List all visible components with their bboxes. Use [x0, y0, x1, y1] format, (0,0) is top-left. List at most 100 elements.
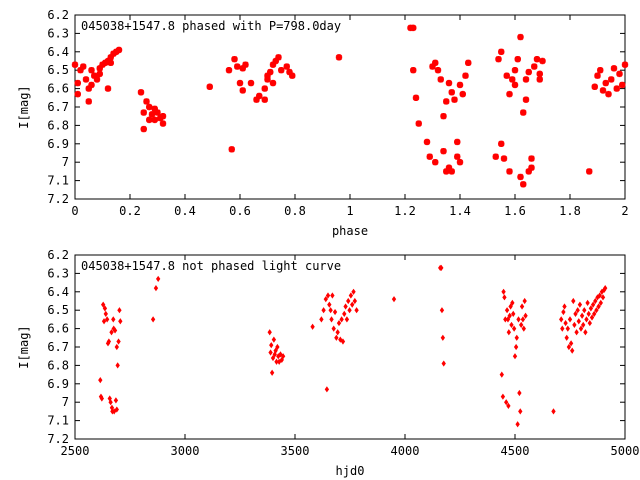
data-point	[501, 288, 506, 295]
data-point	[423, 138, 431, 146]
data-point	[159, 120, 167, 127]
data-point	[74, 90, 81, 98]
data-point	[522, 96, 530, 103]
data-point	[153, 285, 159, 292]
data-point	[465, 59, 472, 67]
data-point	[354, 307, 359, 314]
data-point	[510, 299, 515, 306]
data-point	[531, 63, 538, 70]
data-point	[148, 111, 156, 118]
data-point	[346, 297, 351, 305]
data-point	[330, 292, 335, 299]
data-point	[619, 81, 626, 89]
data-point	[154, 109, 161, 116]
x-tick-label: 5000	[611, 444, 640, 458]
data-point	[111, 408, 117, 415]
data-point	[512, 353, 518, 360]
data-point	[106, 338, 112, 345]
data-point	[273, 347, 278, 354]
data-point	[108, 399, 113, 406]
data-point	[104, 85, 112, 92]
data-point	[583, 329, 588, 336]
data-point	[577, 301, 583, 308]
data-point	[96, 65, 103, 72]
data-point	[503, 72, 510, 79]
data-point	[574, 329, 579, 336]
data-point	[331, 325, 336, 332]
data-point	[426, 153, 433, 160]
data-point	[101, 318, 107, 325]
data-point	[275, 54, 282, 61]
data-point	[236, 79, 244, 87]
data-point	[456, 159, 464, 166]
data-point	[256, 92, 263, 100]
data-point	[504, 307, 510, 314]
data-point	[523, 312, 528, 319]
data-point	[269, 61, 277, 68]
data-point	[454, 138, 461, 146]
data-point	[511, 67, 519, 74]
y-tick-label: 6.4	[47, 45, 69, 59]
y-axis-label: I[mag]	[17, 85, 31, 128]
data-point	[603, 285, 608, 292]
data-point	[437, 76, 444, 83]
data-point	[513, 343, 519, 351]
x-tick-label: 4500	[501, 444, 530, 458]
x-tick-label: 2	[621, 204, 628, 218]
y-tick-label: 6.5	[47, 303, 69, 317]
data-point	[439, 264, 444, 271]
data-point	[338, 336, 343, 343]
data-point	[143, 98, 150, 105]
data-point	[517, 389, 522, 397]
data-point	[605, 90, 612, 98]
data-point	[599, 87, 607, 94]
data-point	[289, 72, 296, 79]
data-point	[116, 338, 121, 345]
data-point	[325, 292, 331, 299]
data-point	[565, 325, 570, 332]
data-point	[563, 319, 568, 327]
data-point	[286, 68, 293, 76]
x-tick-label: 3000	[171, 444, 200, 458]
data-point	[536, 76, 543, 83]
data-point	[551, 408, 556, 415]
data-point	[103, 310, 108, 317]
data-point	[342, 310, 347, 317]
data-point	[267, 68, 274, 76]
data-point	[616, 70, 623, 78]
data-point	[581, 321, 586, 329]
data-point	[348, 292, 354, 299]
y-tick-label: 7.2	[47, 192, 69, 206]
data-point	[280, 353, 286, 360]
data-point	[410, 24, 417, 32]
data-point	[514, 55, 521, 63]
data-point	[242, 61, 249, 68]
data-point	[584, 316, 589, 323]
data-point	[115, 46, 123, 54]
data-point	[528, 164, 535, 171]
data-point	[114, 343, 119, 351]
data-point	[140, 125, 147, 133]
data-point	[151, 105, 158, 113]
data-point	[264, 72, 271, 79]
data-point	[499, 371, 504, 378]
data-point	[328, 307, 333, 314]
data-point	[234, 63, 241, 70]
data-point	[350, 301, 355, 308]
data-point	[576, 318, 581, 325]
data-point	[319, 316, 324, 323]
y-tick-label: 6.4	[47, 285, 69, 299]
x-tick-label: 0.8	[284, 204, 306, 218]
data-point	[269, 369, 275, 376]
data-point	[88, 67, 95, 74]
data-point	[267, 329, 272, 336]
data-point	[525, 68, 532, 76]
data-point	[441, 360, 446, 367]
data-point	[410, 67, 417, 74]
data-point	[351, 288, 356, 295]
data-point	[586, 168, 593, 175]
data-point	[335, 54, 343, 61]
x-tick-label: 1.6	[504, 204, 526, 218]
data-point	[327, 301, 332, 308]
data-point	[582, 307, 587, 314]
